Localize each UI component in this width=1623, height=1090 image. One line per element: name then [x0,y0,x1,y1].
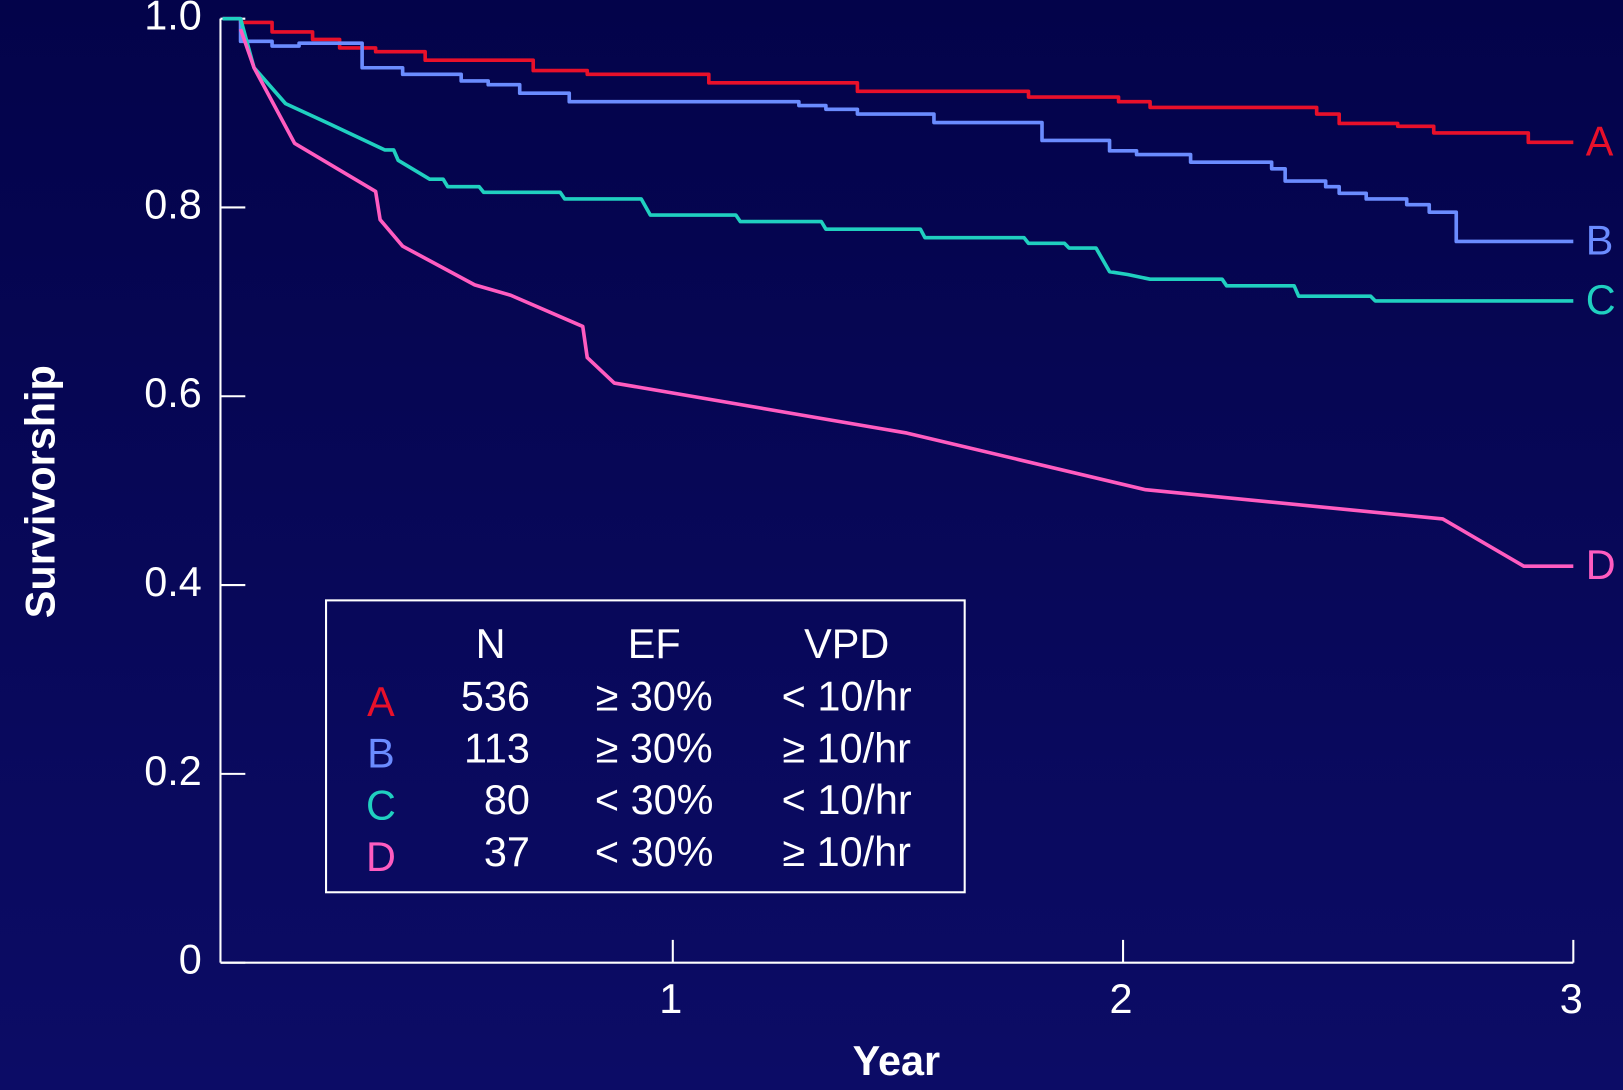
y-axis-title: Survivorship [17,365,63,618]
table-row-key: D [366,834,396,880]
table-row-key: A [367,679,395,725]
table-cell: ≥ 10/hr [782,725,911,771]
legend-table-box [325,599,966,894]
y-tick-label: 0.6 [144,370,202,416]
table-cell: < 30% [595,777,714,823]
y-tick-label: 0 [179,937,202,983]
series-end-label: C [1586,277,1616,323]
table-cell: < 10/hr [782,777,912,823]
y-tick-label: 0.4 [144,559,202,605]
y-tick-label: 0.2 [144,748,202,794]
table-cell: 80 [484,777,530,823]
y-tick-label: 0.8 [144,181,202,227]
series-end-label: B [1586,217,1614,263]
table-row-key: C [366,782,396,828]
table-cell: ≥ 10/hr [782,829,911,875]
x-axis-title: Year [853,1038,940,1084]
table-header: EF [628,621,681,667]
table-cell: ≥ 30% [596,725,713,771]
table-cell: 536 [461,674,530,720]
table-header: N [476,621,506,667]
table-cell: 113 [464,725,530,771]
survival-curve [222,16,1574,244]
table-cell: < 10/hr [782,674,912,720]
series-end-label: D [1586,542,1616,588]
survival-curve [238,28,1574,568]
table-row-key: B [367,731,395,777]
survival-curve [222,16,1574,303]
x-tick-label: 3 [1560,976,1583,1022]
series-end-label: A [1586,118,1614,164]
survival-curve [222,16,1574,145]
table-cell: < 30% [595,829,714,875]
table-cell: ≥ 30% [596,674,713,720]
table-header: VPD [804,621,889,667]
x-tick-label: 1 [659,976,682,1022]
y-tick-label: 1.0 [144,0,202,39]
x-tick-label: 2 [1109,976,1132,1022]
table-cell: 37 [484,829,530,875]
